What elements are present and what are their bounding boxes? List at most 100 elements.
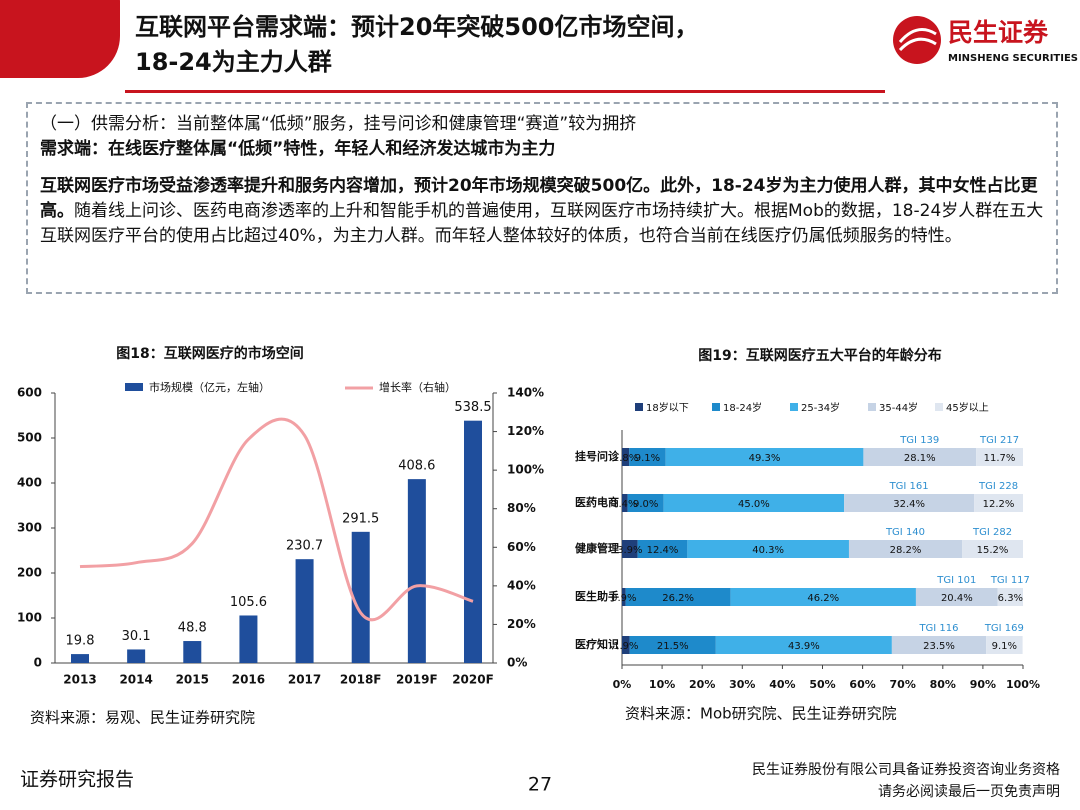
x-tick-label: 50% xyxy=(809,678,835,691)
x-tick-label: 0% xyxy=(613,678,632,691)
disclaimer: 民生证券股份有限公司具备证券投资咨询业务资格 xyxy=(752,761,1060,778)
x-tick-label: 40% xyxy=(769,678,795,691)
bar-segment xyxy=(974,494,1023,512)
bar-segment xyxy=(629,636,716,654)
y2-tick-label: 100% xyxy=(507,463,544,477)
bar xyxy=(464,420,482,663)
legend-swatch xyxy=(790,403,798,411)
y-tick-label: 医生助手 xyxy=(575,589,619,603)
data-label: 408.6 xyxy=(398,459,435,474)
data-label: 19.8 xyxy=(66,634,95,649)
bar-segment xyxy=(962,540,1023,558)
y2-tick-label: 20% xyxy=(507,617,536,631)
legend-label: 25-34岁 xyxy=(801,401,840,414)
data-label: 23.5% xyxy=(923,641,955,652)
legend-label: 45岁以上 xyxy=(946,401,989,414)
legend-swatch xyxy=(125,383,143,391)
page-number: 27 xyxy=(528,774,552,796)
x-tick-label: 20% xyxy=(689,678,715,691)
y-tick-label: 400 xyxy=(17,476,42,490)
bar xyxy=(295,559,314,663)
data-label: 230.7 xyxy=(286,539,323,554)
bar-segment xyxy=(986,636,1023,654)
bar-segment xyxy=(687,540,849,558)
data-label: 48.8 xyxy=(178,621,207,636)
tgi-label: TGI 282 xyxy=(972,527,1012,538)
logo-name: 民生证券 xyxy=(948,18,1049,47)
bar-segment xyxy=(622,448,630,466)
data-label: 3.9% xyxy=(617,545,642,556)
data-label: 12.2% xyxy=(983,499,1015,510)
bar-segment xyxy=(848,540,963,558)
y-tick-label: 200 xyxy=(17,566,42,580)
legend-swatch xyxy=(935,403,943,411)
summary-body: 互联网医疗市场受益渗透率提升和服务内容增加，预计20年市场规模突破500亿。此外… xyxy=(40,174,1044,249)
summary-subheading: 需求端：在线医疗整体属“低频”特性，年轻人和经济发达城市为主力 xyxy=(40,139,556,159)
y-tick-label: 600 xyxy=(17,386,42,400)
data-label: 40.3% xyxy=(752,545,784,556)
y-tick-label: 挂号问诊 xyxy=(575,449,620,463)
logo-mark xyxy=(898,28,937,52)
bar xyxy=(71,654,89,663)
header-title: 18-24为主力人群 xyxy=(135,48,332,76)
bar-segment xyxy=(891,636,987,654)
bar-segment xyxy=(715,636,892,654)
data-label: 28.1% xyxy=(904,453,936,464)
bar-segment xyxy=(730,588,916,606)
bar-segment xyxy=(622,588,626,606)
legend-swatch xyxy=(868,403,876,411)
summary-heading: （一）供需分析：当前整体属“低频”服务，挂号问诊和健康管理“赛道”较为拥挤 xyxy=(40,114,637,134)
x-tick-label: 60% xyxy=(849,678,875,691)
bar-segment xyxy=(625,588,731,606)
x-tick-label: 30% xyxy=(729,678,755,691)
data-label: 9.0% xyxy=(633,499,658,510)
data-label: 26.2% xyxy=(662,593,694,604)
bar-segment xyxy=(915,588,998,606)
bar-segment xyxy=(622,540,638,558)
data-label: 9.1% xyxy=(992,641,1017,652)
data-label: 46.2% xyxy=(807,593,839,604)
y-tick-label: 500 xyxy=(17,431,42,445)
tgi-label: TGI 140 xyxy=(885,527,925,538)
data-label: 0.9% xyxy=(611,593,636,604)
data-label: 21.5% xyxy=(657,641,689,652)
bar-segment xyxy=(622,494,628,512)
y-tick-label: 医疗知识 xyxy=(575,637,619,651)
logo-english: MINSHENG SECURITIES xyxy=(948,53,1078,64)
bar-segment xyxy=(976,448,1023,466)
y2-tick-label: 60% xyxy=(507,540,536,554)
data-label: 15.2% xyxy=(977,545,1009,556)
y2-tick-label: 140% xyxy=(507,386,544,400)
bar xyxy=(183,641,202,663)
tgi-label: TGI 139 xyxy=(899,435,939,446)
header-title: 互联网平台需求端：预计20年突破500亿市场空间， xyxy=(135,13,699,41)
bar xyxy=(239,615,258,663)
data-label: 11.7% xyxy=(984,453,1016,464)
bar-segment xyxy=(629,448,666,466)
x-tick-label: 2018F xyxy=(340,673,382,687)
data-label: 1.8% xyxy=(613,453,638,464)
y2-tick-label: 40% xyxy=(507,578,536,592)
body-bold: 互联网医疗市场受益渗透率提升和服务内容增加，预计20年市场规模突破500亿。此外… xyxy=(40,176,1038,221)
legend-label: 18-24岁 xyxy=(723,401,762,414)
y2-tick-label: 80% xyxy=(507,501,536,515)
data-label: 538.5 xyxy=(454,400,491,415)
x-tick-label: 2015 xyxy=(176,673,209,687)
data-label: 291.5 xyxy=(342,511,379,526)
footer-label: 证券研究报告 xyxy=(20,769,134,791)
bar-segment xyxy=(622,636,630,654)
y-tick-label: 300 xyxy=(17,521,42,535)
x-tick-label: 10% xyxy=(649,678,675,691)
tgi-label: TGI 217 xyxy=(979,435,1019,446)
source: 资料来源：Mob研究院、民生证券研究院 xyxy=(625,705,897,723)
tgi-label: TGI 117 xyxy=(990,575,1030,586)
x-tick-label: 70% xyxy=(890,678,916,691)
tgi-label: TGI 169 xyxy=(984,623,1024,634)
tgi-label: TGI 228 xyxy=(978,481,1018,492)
body-text: 随着线上问诊、医药电商渗透率的上升和智能手机的普遍使用，互联网医疗市场持续扩大。… xyxy=(40,201,1044,246)
data-label: 12.4% xyxy=(647,545,679,556)
bar-segment xyxy=(844,494,975,512)
line xyxy=(79,417,474,622)
y2-tick-label: 120% xyxy=(507,424,544,438)
